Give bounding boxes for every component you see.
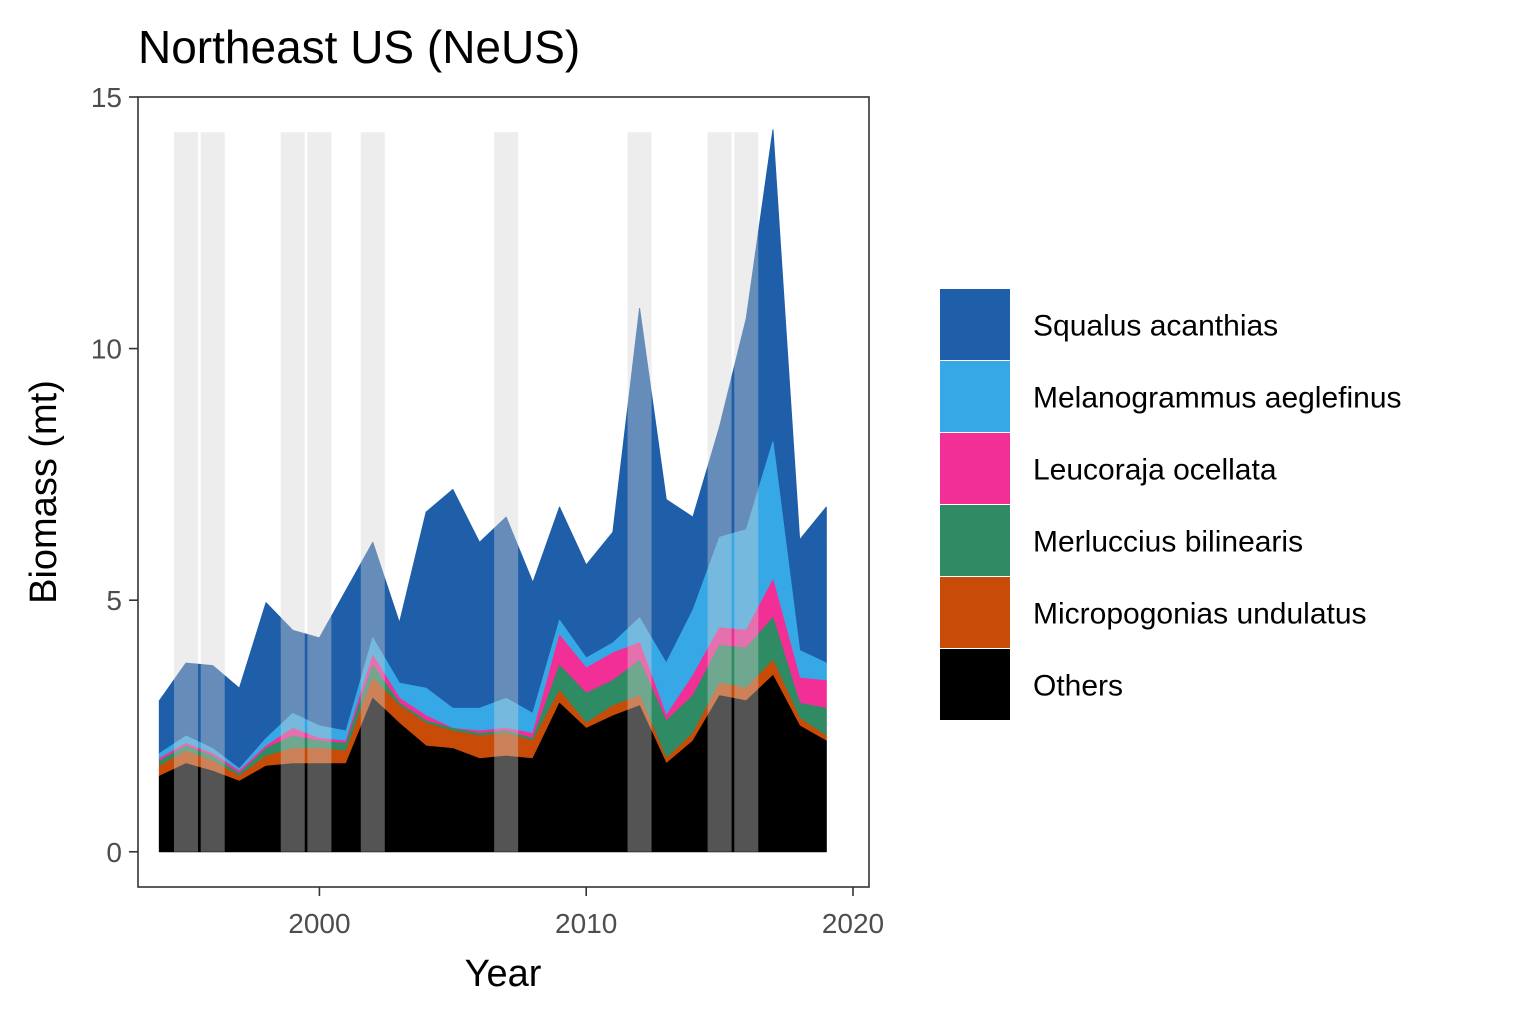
legend-key-squalus-acanthias (940, 289, 1010, 360)
legend-label-melanogrammus-aeglefinus: Melanogrammus aeglefinus (1033, 382, 1402, 415)
legend-key-leucoraja-ocellata (940, 433, 1010, 504)
legend-label-leucoraja-ocellata: Leucoraja ocellata (1033, 454, 1277, 487)
y-tick-label-5: 5 (106, 585, 122, 616)
legend-label-micropogonias-undulatus: Micropogonias undulatus (1033, 598, 1367, 631)
y-axis-title: Biomass (mt) (23, 380, 65, 604)
y-tick-label-0: 0 (106, 837, 122, 868)
legend-label-merluccius-bilinearis: Merluccius bilinearis (1033, 526, 1303, 559)
panel-border (137, 96, 870, 888)
x-axis: 2000 2010 2020 (288, 887, 884, 939)
highlight-bar-2007 (494, 132, 519, 852)
legend-key-melanogrammus-aeglefinus (940, 361, 1010, 432)
x-axis-title: Year (465, 953, 542, 995)
highlight-bar-2000 (307, 132, 332, 852)
legend-key-micropogonias-undulatus (940, 577, 1010, 648)
highlight-bar-2002 (360, 132, 385, 852)
highlight-bar-2012 (627, 132, 652, 852)
legend-label-others: Others (1033, 670, 1123, 703)
legend-key-others (940, 649, 1010, 720)
y-axis: 0 5 10 15 (91, 82, 138, 868)
highlight-bar-2016 (734, 132, 759, 852)
x-tick-label-2020: 2020 (822, 908, 884, 939)
highlight-bar-1995 (174, 132, 199, 852)
x-tick-label-2010: 2010 (555, 908, 617, 939)
y-tick-label-10: 10 (91, 334, 122, 365)
x-tick-label-2000: 2000 (288, 908, 350, 939)
highlight-bar-2015 (707, 132, 732, 852)
highlight-bar-1999 (280, 132, 305, 852)
area-others (158, 675, 827, 853)
plot-area (158, 129, 827, 853)
legend-key-merluccius-bilinearis (940, 505, 1010, 576)
chart-title: Northeast US (NeUS) (138, 21, 580, 73)
y-tick-label-15: 15 (91, 82, 122, 113)
legend: Squalus acanthias Melanogrammus aeglefinu… (940, 289, 1402, 720)
highlight-bar-1996 (200, 132, 225, 852)
legend-label-squalus-acanthias: Squalus acanthias (1033, 310, 1278, 343)
